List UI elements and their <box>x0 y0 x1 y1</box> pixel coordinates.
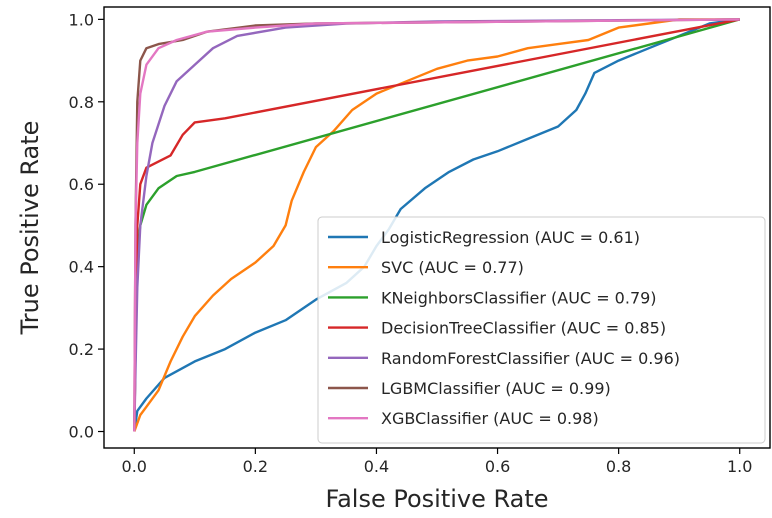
x-tick-label: 0.6 <box>485 457 510 476</box>
y-axis-label: True Positive Rate <box>16 121 44 336</box>
y-tick-label: 1.0 <box>69 10 94 29</box>
series-line-3 <box>133 18 740 432</box>
legend-label: KNeighborsClassifier (AUC = 0.79) <box>381 288 657 307</box>
series-line-4 <box>133 18 740 432</box>
y-tick-label: 0.6 <box>69 175 94 194</box>
plot-area <box>133 18 741 432</box>
series-line-1 <box>133 18 740 432</box>
series-line-0 <box>133 18 740 432</box>
legend-label: LGBMClassifier (AUC = 0.99) <box>381 379 611 398</box>
series-line-6 <box>133 18 740 432</box>
y-axis-ticks: 0.0 0.2 0.4 0.6 0.8 1.0 <box>69 10 104 442</box>
y-tick-label: 0.2 <box>69 340 94 359</box>
legend-label: SVC (AUC = 0.77) <box>381 258 524 277</box>
x-tick-label: 0.8 <box>606 457 631 476</box>
legend-label: DecisionTreeClassifier (AUC = 0.85) <box>381 319 666 338</box>
x-tick-label: 0.4 <box>364 457 389 476</box>
y-tick-label: 0.8 <box>69 93 94 112</box>
x-tick-label: 0.2 <box>243 457 268 476</box>
axes-frame <box>103 6 771 449</box>
legend-label: LogisticRegression (AUC = 0.61) <box>381 228 640 247</box>
x-tick-label: 0.0 <box>122 457 147 476</box>
legend-label: XGBClassifier (AUC = 0.98) <box>381 409 599 428</box>
y-tick-label: 0.0 <box>69 423 94 442</box>
legend-box <box>317 216 766 444</box>
legend-label: RandomForestClassifier (AUC = 0.96) <box>381 349 680 368</box>
x-tick-label: 1.0 <box>727 457 752 476</box>
x-axis-ticks: 0.0 0.2 0.4 0.6 0.8 1.0 <box>122 448 752 476</box>
y-tick-label: 0.4 <box>69 258 94 277</box>
x-axis-label: False Positive Rate <box>325 485 548 513</box>
legend: LogisticRegression (AUC = 0.61) SVC (AUC … <box>317 216 766 444</box>
